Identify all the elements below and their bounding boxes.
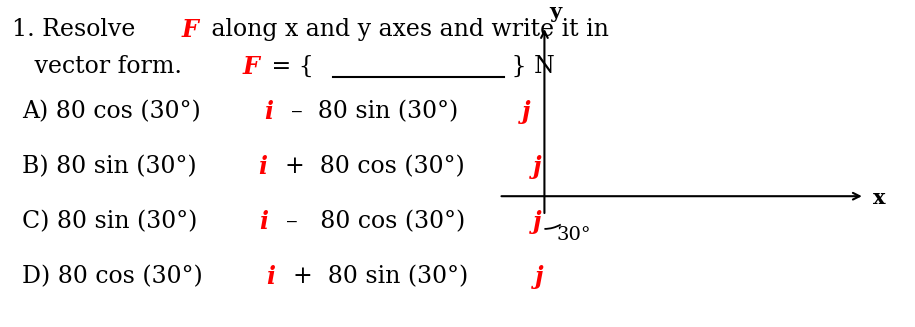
Text: i: i (259, 155, 267, 179)
Text: along x and y axes and write it in: along x and y axes and write it in (204, 18, 608, 41)
Text: D) 80 cos (30°): D) 80 cos (30°) (22, 265, 210, 288)
Text: } N: } N (504, 55, 554, 78)
Text: j: j (535, 265, 544, 289)
Text: A) 80 cos (30°): A) 80 cos (30°) (22, 100, 209, 123)
Text: C) 80 sin (30°): C) 80 sin (30°) (22, 210, 205, 233)
Text: y: y (549, 2, 562, 22)
Text: 1. Resolve: 1. Resolve (12, 18, 143, 41)
Text: +  80 sin (30°): + 80 sin (30°) (278, 265, 476, 288)
Text: 30°: 30° (556, 226, 591, 244)
Text: i: i (266, 265, 275, 289)
Text: –   80 cos (30°): – 80 cos (30°) (271, 210, 473, 233)
Text: i: i (264, 100, 273, 124)
Text: = {: = { (264, 55, 314, 78)
Text: vector form.: vector form. (12, 55, 189, 78)
Text: –  80 sin (30°): – 80 sin (30°) (275, 100, 466, 123)
Text: B) 80 sin (30°): B) 80 sin (30°) (22, 155, 204, 178)
Text: j: j (533, 155, 542, 179)
Text: +  80 cos (30°): + 80 cos (30°) (270, 155, 472, 178)
Text: j: j (533, 210, 542, 234)
Text: j: j (522, 100, 531, 124)
Text: x: x (873, 188, 885, 208)
Text: F: F (182, 18, 199, 42)
Text: i: i (260, 210, 268, 234)
Text: F: F (242, 55, 259, 79)
